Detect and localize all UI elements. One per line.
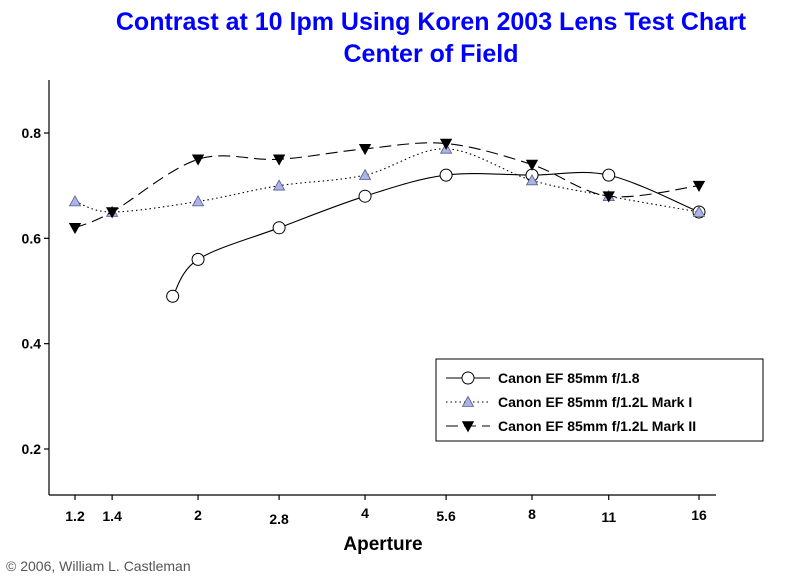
data-point — [272, 221, 286, 235]
x-tick-label: 1.2 — [65, 508, 85, 524]
data-point — [191, 154, 205, 166]
series-3-line — [74, 142, 700, 229]
y-tick-label: 0.6 — [22, 230, 42, 246]
data-point — [166, 289, 180, 303]
data-point — [105, 207, 119, 219]
data-point — [602, 191, 615, 203]
chart-title-line-2: Center of Field — [343, 40, 518, 68]
data-point — [191, 252, 205, 266]
data-point — [358, 168, 372, 180]
data-point — [272, 179, 286, 191]
chart-title-line-1: Contrast at 10 lpm Using Koren 2003 Lens… — [116, 8, 747, 36]
data-point — [191, 195, 205, 207]
data-point — [525, 174, 539, 186]
legend-marker-2 — [461, 395, 475, 407]
data-point — [68, 222, 82, 235]
legend-marker-1 — [461, 371, 475, 385]
y-tick-label: 0.2 — [22, 441, 42, 457]
legend-label-1: Canon EF 85mm f/1.8 — [498, 370, 640, 386]
x-tick-label: 2.8 — [269, 511, 289, 527]
x-tick-label: 8 — [528, 506, 536, 522]
series-3 — [68, 138, 706, 235]
x-tick-label: 2 — [194, 507, 202, 523]
legend-box — [435, 358, 764, 442]
data-point — [68, 195, 82, 207]
data-point — [439, 168, 453, 182]
x-tick-label: 1.4 — [102, 508, 122, 524]
series-1 — [166, 168, 706, 303]
data-point — [525, 159, 539, 171]
y-tick-label: 0.4 — [22, 336, 42, 352]
data-point — [602, 168, 616, 182]
legend-marker-3 — [461, 421, 475, 433]
legend-label-3: Canon EF 85mm f/1.2L Mark II — [498, 418, 696, 434]
data-point — [439, 138, 453, 150]
x-tick-label: 11 — [601, 509, 616, 525]
x-tick-label: 4 — [361, 505, 369, 521]
x-axis-title: Aperture — [343, 534, 422, 555]
axes: 0.2 0.4 0.6 0.8 1.2 1.4 2 2.8 4 5.6 8 11 16 — [22, 80, 716, 527]
data-point — [692, 205, 706, 217]
series-layer — [68, 138, 706, 303]
legend: Canon EF 85mm f/1.8 Canon EF 85mm f/1.2L … — [435, 358, 764, 442]
copyright-text: © 2006, William L. Castleman — [6, 558, 191, 574]
x-tick-label: 16 — [691, 507, 707, 523]
data-point — [358, 189, 372, 203]
y-tick-label: 0.8 — [22, 125, 42, 141]
data-point — [358, 143, 372, 156]
legend-label-2: Canon EF 85mm f/1.2L Mark I — [498, 394, 692, 410]
x-tick-label: 5.6 — [436, 508, 456, 524]
data-point — [692, 180, 706, 192]
data-point — [272, 154, 286, 166]
